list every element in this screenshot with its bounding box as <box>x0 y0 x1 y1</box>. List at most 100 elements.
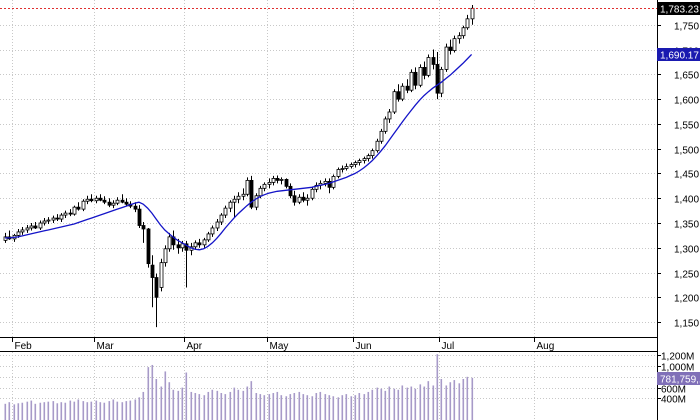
candle-body <box>362 158 367 161</box>
candle-body <box>3 236 8 241</box>
volume-bar <box>229 391 232 420</box>
candle-body <box>310 188 315 199</box>
candle-body <box>392 91 397 113</box>
volume-grid <box>0 351 657 420</box>
candle-body <box>297 196 302 203</box>
volume-bar <box>177 390 180 420</box>
month-label: Feb <box>15 341 33 352</box>
candle-body <box>51 217 56 221</box>
candle-body <box>154 277 159 298</box>
volume-bar <box>280 395 283 420</box>
volume-bar <box>90 401 93 420</box>
volume-bar <box>233 387 236 420</box>
candle-body <box>197 242 202 246</box>
candle-body <box>431 57 436 65</box>
candle-body <box>176 244 181 249</box>
candle-body <box>33 225 38 229</box>
volume-bar <box>414 388 417 420</box>
volume-bar <box>453 380 456 420</box>
volume-bar <box>147 367 150 420</box>
candle-body <box>344 166 349 169</box>
volume-bar <box>4 403 7 420</box>
candle-body <box>336 169 341 177</box>
candle-body <box>133 205 138 210</box>
month-label: Apr <box>187 341 203 352</box>
volume-bar <box>26 401 29 420</box>
price-axis-ticks: 1,150 1,200 1,250 1,300 1,350 1,400 1,450 1,500… <box>657 22 699 330</box>
candle-body <box>366 155 371 159</box>
candle-body <box>279 179 284 181</box>
volume-bar <box>211 389 214 420</box>
volume-bar <box>134 399 137 420</box>
volume-bar <box>259 394 262 420</box>
candle-body <box>327 180 332 188</box>
month-label: Aug <box>537 341 555 352</box>
volume-bar <box>371 389 374 420</box>
candle-body <box>81 200 86 210</box>
price-tick-label: 1,300 <box>674 245 699 256</box>
volume-bar <box>306 395 309 420</box>
candlestick-series <box>3 4 475 328</box>
volume-bar <box>363 394 366 420</box>
volume-bar <box>354 395 357 420</box>
candle-body <box>457 35 462 40</box>
volume-bar <box>73 401 76 420</box>
volume-value: 781,759,... <box>660 375 700 386</box>
price-tick-label: 1,350 <box>674 220 699 231</box>
volume-bar <box>384 390 387 420</box>
candle-body <box>379 130 384 142</box>
volume-bar <box>289 394 292 420</box>
candle-body <box>25 227 30 231</box>
price-tick-label: 1,600 <box>674 96 699 107</box>
volume-bar <box>285 396 288 420</box>
moving-average-tag <box>657 48 700 61</box>
volume-bar <box>255 393 258 420</box>
candle-body <box>46 219 51 222</box>
volume-tick-label: 600M <box>661 385 686 396</box>
volume-bar <box>220 393 223 420</box>
volume-bar <box>315 393 318 420</box>
candle-body <box>42 220 47 224</box>
moving-average-line <box>5 53 473 251</box>
volume-bar <box>311 396 314 420</box>
candle-body <box>470 7 475 20</box>
volume-tick-label: 400M <box>661 395 686 406</box>
candle-body <box>284 179 289 187</box>
candle-body <box>375 140 380 152</box>
volume-bar <box>401 385 404 420</box>
price-tick-label: 1,750 <box>674 22 699 33</box>
volume-bar <box>47 401 50 420</box>
candle-body <box>444 46 449 70</box>
volume-bar <box>30 400 33 420</box>
candle-body <box>215 221 220 229</box>
volume-bar <box>17 403 20 420</box>
candle-body <box>236 195 241 200</box>
volume-bar <box>34 403 37 420</box>
candle-body <box>405 85 410 91</box>
candle-body <box>349 164 354 167</box>
candle-body <box>254 195 259 208</box>
volume-bar <box>432 385 435 420</box>
candle-body <box>383 118 388 132</box>
candle-body <box>76 206 81 210</box>
candle-body <box>232 198 237 203</box>
candle-body <box>271 178 276 183</box>
volume-bar <box>345 394 348 420</box>
volume-tag <box>657 372 700 385</box>
candle-body <box>89 198 94 202</box>
price-tick-label: 1,650 <box>674 71 699 82</box>
candle-body <box>210 227 215 235</box>
candle-body <box>72 206 77 215</box>
volume-bar <box>151 364 154 420</box>
volume-bar <box>449 382 452 420</box>
volume-bar <box>82 401 85 420</box>
volume-bar <box>328 395 331 420</box>
candle-body <box>193 242 198 248</box>
candle-body <box>314 184 319 190</box>
candle-body <box>396 91 401 100</box>
month-label: Jun <box>356 341 372 352</box>
volume-bar <box>13 404 16 420</box>
candle-body <box>141 225 146 230</box>
volume-bar <box>99 402 102 420</box>
